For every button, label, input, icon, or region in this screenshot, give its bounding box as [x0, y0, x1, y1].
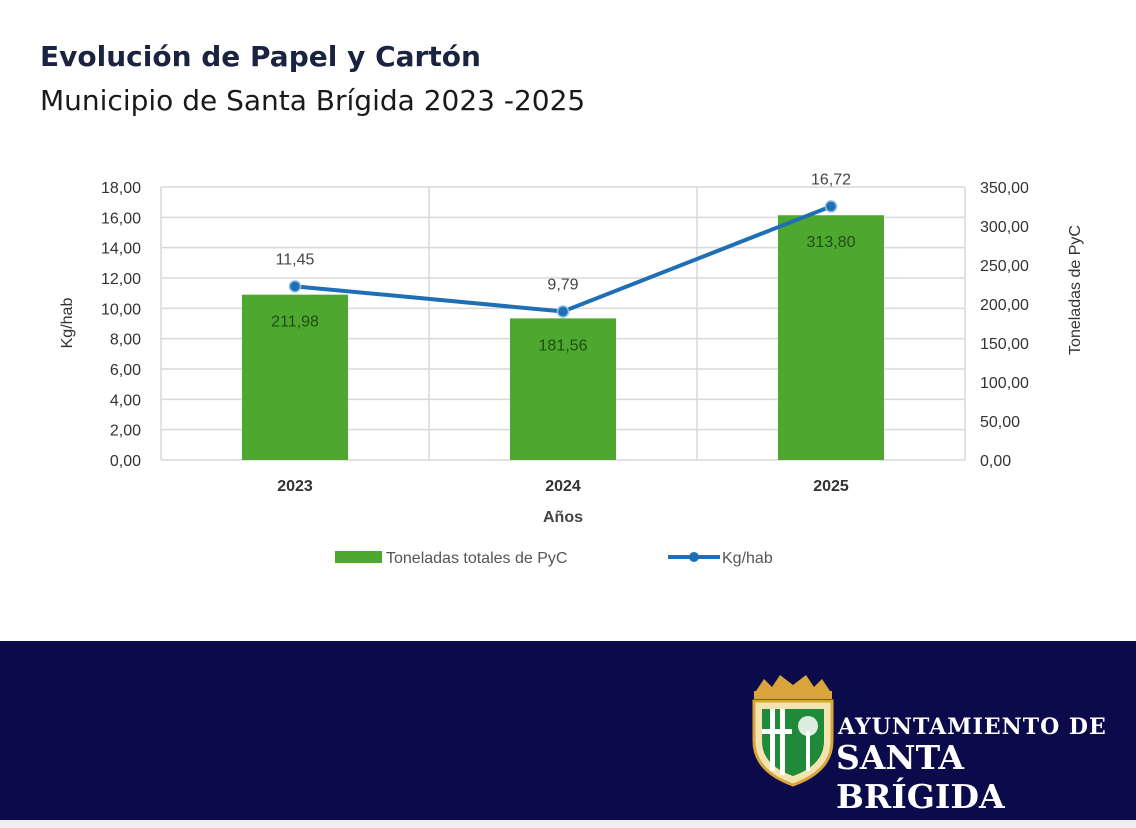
bottom-strip	[0, 820, 1136, 828]
y-right-axis-title: Toneladas de PyC	[1067, 225, 1084, 355]
y-left-axis-title: Kg/hab	[59, 298, 76, 349]
x-tick-label: 2024	[545, 478, 581, 495]
y-right-tick-label: 250,00	[980, 258, 1029, 275]
bar	[510, 318, 616, 460]
y-left-tick-label: 14,00	[101, 241, 141, 258]
y-left-tick-label: 2,00	[110, 423, 141, 440]
y-right-tick-label: 350,00	[980, 180, 1029, 197]
line-marker	[556, 305, 570, 318]
y-right-tick-label: 200,00	[980, 297, 1029, 314]
x-tick-label: 2025	[813, 478, 849, 495]
combo-chart: 0,00 2,00 4,00 6,00 8,00 10,00 12,00 14,00 16,00…	[59, 171, 1084, 567]
santa-brigida-shield-logo	[752, 675, 834, 787]
y-right-tick-label: 0,00	[980, 453, 1011, 470]
line-data-label: 16,72	[811, 171, 851, 188]
legend-bar-label: Toneladas totales de PyC	[386, 550, 567, 567]
y-right-tick-label: 100,00	[980, 375, 1029, 392]
line-marker	[824, 200, 838, 213]
y-left-tick-label: 8,00	[110, 332, 141, 349]
bar	[778, 215, 884, 460]
y-left-tick-label: 18,00	[101, 180, 141, 197]
x-tick-label: 2023	[277, 478, 313, 495]
legend-line-label: Kg/hab	[722, 550, 773, 567]
line-data-label: 9,79	[547, 277, 578, 294]
y-right-tick-label: 150,00	[980, 336, 1029, 353]
y-left-tick-label: 16,00	[101, 210, 141, 227]
bar-data-label: 211,98	[271, 314, 319, 331]
line-marker	[288, 280, 302, 293]
y-left-tick-label: 4,00	[110, 392, 141, 409]
x-axis-title: Años	[543, 509, 583, 526]
legend-line-marker	[689, 552, 699, 562]
y-left-tick-label: 0,00	[110, 453, 141, 470]
y-right-tick-label: 50,00	[980, 414, 1020, 431]
y-left-tick-label: 12,00	[101, 271, 141, 288]
chart-title: Evolución de Papel y Cartón	[40, 40, 481, 73]
legend-bar-swatch	[335, 551, 382, 563]
kg-hab-line	[294, 204, 832, 314]
chart-subtitle: Municipio de Santa Brígida 2023 -2025	[40, 84, 586, 117]
logo-text-line1: AYUNTAMIENTO DE	[838, 714, 1107, 740]
logo-text-line2: SANTA BRÍGIDA	[836, 738, 1005, 816]
line-data-label: 11,45	[276, 251, 315, 268]
bar	[242, 294, 348, 460]
y-right-tick-label: 300,00	[980, 219, 1029, 236]
bar-data-label: 181,56	[539, 337, 588, 354]
y-left-tick-label: 6,00	[110, 362, 141, 379]
footer-banner: AYUNTAMIENTO DE SANTA BRÍGIDA	[0, 641, 1136, 820]
y-left-tick-label: 10,00	[101, 301, 141, 318]
bar-data-label: 313,80	[807, 234, 856, 251]
